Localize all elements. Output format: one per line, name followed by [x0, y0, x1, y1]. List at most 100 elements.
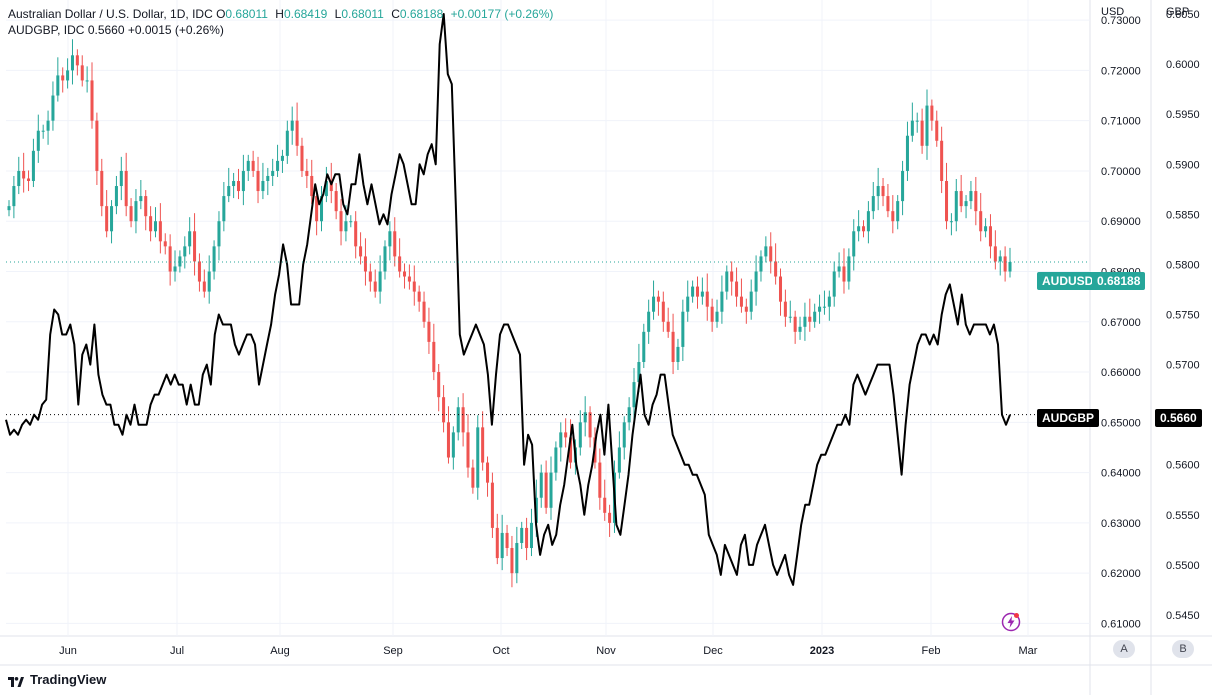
gbp-tick-label: 0.6000 [1166, 59, 1200, 71]
usd-tick-label: 0.69000 [1101, 216, 1141, 228]
candle-body [515, 542, 519, 574]
gbp-axis-label: GBP [1166, 6, 1190, 18]
candle-body [617, 447, 621, 473]
candle-body [153, 221, 158, 232]
candle-body [80, 65, 84, 81]
candle-body [881, 186, 885, 197]
candle-body [134, 201, 138, 222]
usd-tick-label: 0.64000 [1101, 468, 1141, 480]
auto-scale-button[interactable]: A [1113, 640, 1135, 658]
second-scale-button[interactable]: B [1172, 640, 1194, 658]
candle-body [212, 246, 216, 272]
x-tick-label: Sep [383, 645, 403, 657]
candle-body [710, 306, 714, 322]
candle-body [158, 221, 162, 242]
candle-body [783, 301, 787, 317]
candle-body [974, 191, 978, 212]
candle-body [930, 105, 934, 121]
candle-body [305, 170, 309, 176]
candle-body [642, 331, 646, 362]
candle-body [915, 120, 919, 122]
candle-body [315, 196, 319, 222]
candle-body [363, 256, 367, 272]
candle-body [202, 281, 206, 292]
candle-body [979, 211, 983, 232]
candle-body [637, 361, 641, 383]
usd-tick-label: 0.63000 [1101, 518, 1141, 530]
candle-body [832, 271, 836, 297]
candle-body [393, 231, 397, 257]
usd-tick-label: 0.62000 [1101, 568, 1141, 580]
candle-body [139, 196, 143, 202]
candle-body [324, 180, 328, 197]
flash-icon[interactable] [1001, 612, 1021, 632]
audgbp-title: AUDGBP, IDC [8, 23, 85, 37]
candle-body [149, 216, 153, 232]
usd-tick-label: 0.71000 [1101, 116, 1141, 128]
candle-body [344, 221, 348, 232]
candle-body [603, 497, 607, 513]
candle-body [110, 206, 114, 232]
usd-tick-label: 0.61000 [1101, 618, 1141, 630]
gbp-tick-label: 0.5800 [1166, 259, 1200, 271]
x-tick-label: Oct [492, 645, 509, 657]
audusd-legend: Australian Dollar / U.S. Dollar, 1D, IDC… [8, 6, 557, 22]
candle-body [627, 407, 631, 423]
candle-body [100, 170, 104, 207]
candle-body [822, 306, 826, 308]
candle-body [647, 311, 651, 332]
candle-body [163, 241, 167, 247]
candle-body [300, 145, 304, 171]
candle-body [739, 296, 743, 307]
candle-body [969, 191, 973, 202]
candle-body [114, 186, 118, 207]
candle-body [725, 271, 729, 292]
candle-body [559, 432, 563, 448]
candle-body [56, 75, 60, 96]
candle-body [583, 412, 587, 423]
candle-body [949, 221, 953, 223]
candle-body [227, 186, 231, 197]
candle-body [774, 261, 778, 277]
low-value: 0.68011 [341, 7, 384, 21]
usd-tick-label: 0.72000 [1101, 65, 1141, 77]
candle-body [720, 291, 724, 312]
candle-body [705, 291, 709, 307]
candle-body [935, 120, 939, 141]
candle-body [75, 55, 79, 66]
candle-body [993, 246, 997, 262]
candle-body [427, 321, 431, 342]
candle-body [529, 522, 533, 549]
candle-body [124, 170, 128, 207]
tradingview-logo-icon [8, 675, 24, 687]
candle-body [178, 256, 182, 267]
candle-body [241, 170, 245, 192]
open-value: 0.68011 [225, 7, 268, 21]
candle-body [857, 226, 861, 232]
candle-body [251, 160, 255, 171]
candle-body [769, 246, 773, 262]
candle-body [681, 311, 685, 347]
candle-body [959, 191, 963, 207]
gbp-tick-label: 0.5700 [1166, 360, 1200, 372]
candle-body [700, 291, 704, 297]
candle-body [36, 130, 40, 151]
candle-body [144, 196, 148, 217]
high-value: 0.68419 [283, 7, 328, 21]
candle-body [847, 256, 851, 282]
gbp-tick-label: 0.5600 [1166, 460, 1200, 472]
usd-axis-label: USD [1101, 6, 1125, 18]
candle-body [481, 427, 485, 463]
candle-body [901, 170, 905, 202]
candle-body [119, 170, 123, 187]
candle-body [998, 256, 1002, 262]
candle-body [266, 175, 270, 181]
audgbp-series-line [5, 13, 1011, 586]
x-tick-label: 2023 [810, 645, 834, 657]
candle-body [12, 186, 16, 207]
brand-name: TradingView [30, 672, 107, 687]
brand-footer[interactable]: TradingView [8, 672, 106, 687]
candle-body [910, 120, 914, 136]
candle-body [671, 331, 675, 362]
